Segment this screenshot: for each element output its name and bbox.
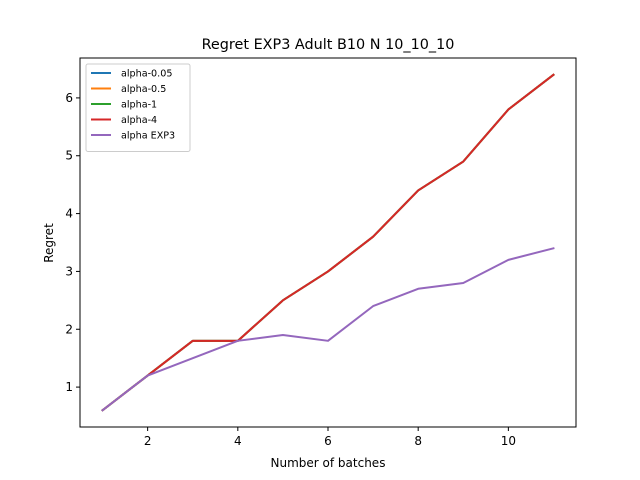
y-axis-title: Regret: [42, 223, 56, 263]
x-tick-label-1: 4: [234, 434, 242, 448]
x-axis-title: Number of batches: [271, 456, 386, 470]
legend-label-4: alpha EXP3: [121, 131, 175, 142]
y-tick-label-3: 4: [65, 207, 73, 221]
y-tick-label-1: 2: [65, 322, 73, 336]
chart-title: Regret EXP3 Adult B10 N 10_10_10: [202, 37, 455, 53]
y-tick-label-0: 1: [65, 380, 73, 394]
series-line-3: [101, 73, 555, 412]
y-tick-label-5: 6: [65, 91, 73, 105]
legend-label-2: alpha-1: [121, 100, 157, 111]
x-tick-label-4: 10: [501, 434, 516, 448]
y-tick-label-4: 5: [65, 149, 73, 163]
legend-label-0: alpha-0.05: [121, 69, 172, 80]
x-tick-label-2: 6: [324, 434, 332, 448]
plot-area: [101, 73, 555, 412]
legend-label-3: alpha-4: [121, 115, 157, 126]
x-tick-label-3: 8: [414, 434, 422, 448]
legend-box: [85, 63, 191, 152]
y-tick-label-2: 3: [65, 264, 73, 278]
x-tick-label-0: 2: [144, 434, 152, 448]
legend-label-1: alpha-0.5: [121, 84, 166, 95]
series-line-4: [101, 247, 555, 412]
legend: alpha-0.05 alpha-0.5 alpha-1 alpha-4 alpha E…: [85, 63, 191, 152]
